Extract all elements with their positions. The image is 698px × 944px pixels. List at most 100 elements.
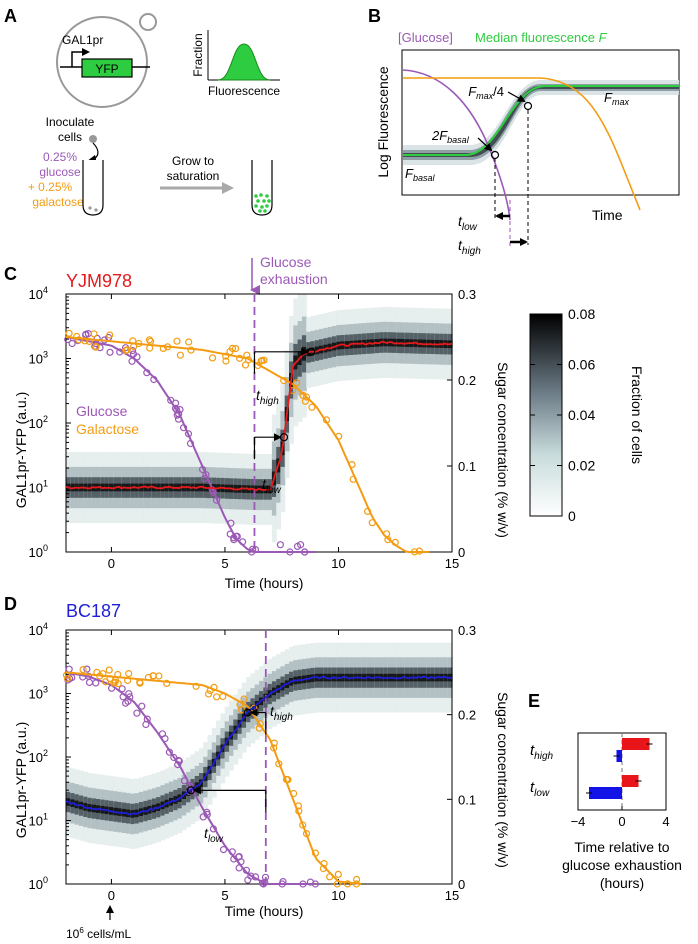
panel-b: [Glucose] Median fluorescence F Fmax/4 F…: [375, 30, 680, 257]
data-point: [176, 351, 184, 359]
hist-xlabel: Fluorescence: [208, 84, 280, 98]
galactose-label: galactose: [32, 195, 84, 209]
median-fluorescence-curve: [403, 85, 679, 156]
data-point: [334, 870, 342, 879]
data-point: [96, 344, 104, 352]
x-tick-label: 15: [445, 556, 459, 571]
heatmap-cell: [87, 483, 93, 492]
x-tick-label: 0: [108, 888, 115, 903]
colorbar-label: Fraction of cells: [629, 366, 645, 464]
label-fmax4: Fmax/4: [468, 84, 504, 101]
data-point: [114, 680, 122, 688]
data-point: [65, 665, 73, 673]
glucose-exhaustion-label-2: exhaustion: [260, 271, 328, 287]
data-point: [122, 346, 130, 354]
row-label-tlow: tlow: [530, 779, 550, 799]
data-point: [241, 361, 250, 369]
x-tick-label: 5: [221, 888, 228, 903]
data-point: [222, 357, 230, 365]
panel-e-xlabel-3: (hours): [600, 875, 644, 891]
y-right-tick-label: 0.1: [458, 792, 476, 807]
data-point: [276, 541, 284, 549]
inoculate-arrow-icon: [88, 142, 99, 163]
data-point: [85, 678, 94, 687]
data-point: [175, 410, 183, 418]
saturation-label: saturation: [167, 169, 220, 183]
panel-d: BC187 0 5 10 1510010110210310400.10.20.3thi…: [13, 601, 511, 941]
data-point: [106, 348, 114, 356]
data-point: [110, 679, 118, 687]
data-point: [173, 406, 181, 414]
glucose-pct-label: 0.25%: [43, 150, 77, 164]
gene-label: YFP: [95, 62, 118, 76]
data-point: [240, 695, 248, 703]
cells-label: cells: [58, 130, 82, 144]
y-right-tick-label: 0.2: [458, 708, 476, 723]
inoculate-label: Inoculate: [46, 115, 95, 129]
data-point: [235, 852, 243, 861]
panel-b-axes: [401, 49, 680, 196]
glucose-label: glucose: [39, 165, 81, 179]
y-right-tick-label: 0.2: [458, 373, 476, 388]
promoter-label: GAL1pr: [62, 33, 103, 47]
y-left-tick-label: 103: [29, 350, 48, 367]
data-point: [308, 403, 316, 411]
bar-yjm978-t-low: [622, 775, 639, 787]
yjm-median-yfp-line: [65, 340, 453, 492]
panel-label-b: B: [368, 6, 381, 26]
x-tick-label: 10: [331, 888, 345, 903]
promoter-arrow-icon: [71, 48, 90, 67]
y-right-tick-label: 0: [458, 877, 465, 892]
y-left-tick-label: 103: [29, 685, 48, 702]
panel-label-c: C: [4, 264, 17, 284]
data-point: [344, 880, 352, 888]
panel-c-xlabel: Time (hours): [225, 575, 304, 591]
label-fmax: Fmax: [604, 90, 629, 107]
data-point: [260, 356, 268, 364]
data-point: [185, 338, 193, 346]
colorbar-tick-label: 0.02: [568, 458, 595, 474]
data-point: [301, 397, 309, 405]
y-left-tick-label: 104: [29, 621, 48, 638]
bc-galactose-fit-line: [65, 671, 362, 885]
row-label-thigh: thigh: [530, 742, 554, 762]
data-point: [261, 873, 270, 881]
culture-tube-initial: [82, 160, 104, 216]
data-point: [68, 339, 76, 348]
data-point: [293, 379, 301, 387]
glucose-exhaustion-label-1: Glucose: [260, 254, 312, 270]
strain-label-yjm978: YJM978: [66, 271, 132, 291]
galactose-curve: [403, 77, 641, 211]
panel-c: YJM978 Glucose exhaustion 0 5 10 15 100 101 10…: [13, 254, 511, 591]
data-point: [63, 674, 72, 683]
data-point: [228, 344, 237, 352]
y-left-tick-label: 100: [29, 875, 48, 892]
panel-label-d: D: [4, 594, 17, 614]
legend-glucose: [Glucose]: [398, 30, 453, 45]
legend-glucose-c: Glucose: [76, 403, 128, 419]
panel-e-xlabel-2: glucose exhaustion: [562, 857, 682, 873]
panel-d-ylabel-right: Sugar concentration (% w/v): [495, 692, 511, 868]
inoculation-label: 106 cells/mL: [66, 926, 131, 941]
panel-c-ylabel-right: Sugar concentration (% w/v): [495, 362, 511, 538]
colorbar-tick-label: 0.08: [568, 306, 595, 322]
data-point: [171, 404, 180, 412]
panel-d-xlabel: Time (hours): [225, 903, 304, 919]
data-point: [244, 876, 252, 884]
data-point: [75, 336, 83, 344]
data-point: [192, 682, 200, 690]
data-point: [219, 845, 228, 854]
y-left-tick-label: 101: [29, 812, 48, 829]
x-tick-label: 4: [662, 814, 669, 829]
data-point: [106, 331, 114, 339]
data-point: [105, 666, 113, 674]
data-point: [232, 345, 240, 353]
data-point: [173, 337, 181, 345]
data-point: [293, 542, 302, 551]
y-left-tick-label: 102: [29, 748, 48, 765]
legend-fluor: Median fluorescence F: [475, 30, 608, 45]
panel-a: GAL1pr YFP Fraction Fluorescence Inocula…: [28, 13, 280, 216]
bar-bc187-t-low: [589, 787, 622, 799]
data-point: [222, 352, 230, 360]
y-right-tick-label: 0.1: [458, 459, 476, 474]
